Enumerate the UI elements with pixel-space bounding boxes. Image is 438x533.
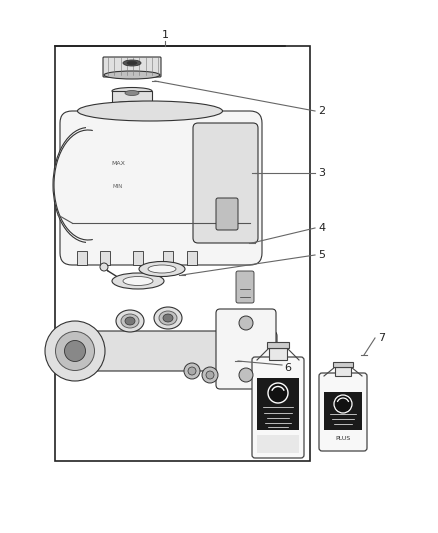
FancyBboxPatch shape (193, 123, 258, 243)
Text: PLUS: PLUS (336, 435, 351, 440)
Ellipse shape (78, 101, 223, 121)
Bar (257, 435, 299, 453)
Ellipse shape (125, 91, 139, 95)
Ellipse shape (104, 59, 160, 67)
Ellipse shape (148, 265, 176, 273)
Circle shape (239, 316, 253, 330)
FancyBboxPatch shape (216, 198, 238, 230)
Bar (86, 127, 126, 245)
Ellipse shape (125, 317, 135, 325)
FancyBboxPatch shape (103, 57, 161, 77)
Ellipse shape (159, 311, 177, 325)
Ellipse shape (123, 60, 141, 66)
Ellipse shape (112, 101, 152, 109)
Circle shape (184, 363, 200, 379)
FancyBboxPatch shape (252, 357, 304, 458)
Ellipse shape (104, 71, 160, 79)
Text: 7: 7 (378, 333, 385, 343)
Bar (333, 362, 353, 367)
Circle shape (334, 395, 352, 413)
Bar (112, 91, 152, 105)
Bar (100, 251, 110, 265)
Bar (324, 392, 362, 430)
Text: 1: 1 (162, 30, 169, 40)
Bar (257, 378, 299, 430)
Ellipse shape (154, 307, 182, 329)
Bar (187, 251, 197, 265)
FancyBboxPatch shape (82, 331, 277, 371)
Text: MAX: MAX (111, 161, 125, 166)
FancyBboxPatch shape (216, 309, 276, 389)
FancyBboxPatch shape (319, 373, 367, 451)
Ellipse shape (163, 314, 173, 322)
Circle shape (100, 263, 108, 271)
Ellipse shape (127, 61, 137, 64)
Ellipse shape (112, 273, 164, 289)
FancyBboxPatch shape (236, 271, 254, 303)
Text: MIN: MIN (113, 184, 123, 189)
FancyBboxPatch shape (60, 111, 262, 265)
Text: 3: 3 (318, 168, 325, 178)
Ellipse shape (123, 277, 153, 286)
Ellipse shape (53, 127, 123, 243)
Bar (133, 251, 143, 265)
Circle shape (64, 341, 85, 361)
Text: 2: 2 (318, 106, 325, 116)
Bar (55, 46, 310, 461)
Ellipse shape (139, 262, 185, 277)
Circle shape (56, 332, 95, 370)
Bar (77, 251, 87, 265)
Circle shape (206, 371, 214, 379)
Bar (335, 367, 351, 376)
Circle shape (202, 367, 218, 383)
Ellipse shape (116, 310, 144, 332)
Circle shape (188, 367, 196, 375)
Ellipse shape (121, 314, 139, 328)
Text: 6: 6 (285, 363, 292, 373)
Circle shape (268, 383, 288, 403)
Bar (267, 342, 289, 348)
Circle shape (239, 368, 253, 382)
Bar (269, 348, 287, 360)
Circle shape (45, 321, 105, 381)
Text: 5: 5 (318, 250, 325, 260)
Bar (163, 251, 173, 265)
Ellipse shape (112, 87, 152, 94)
Text: 4: 4 (318, 223, 325, 233)
